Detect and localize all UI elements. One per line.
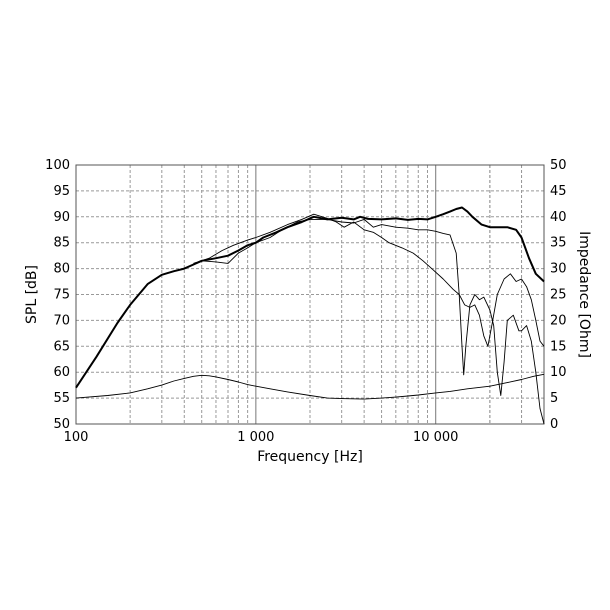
x-axis-title: Frequency [Hz] xyxy=(257,449,363,465)
y-tick-label: 85 xyxy=(53,236,70,251)
y2-tick-label: 10 xyxy=(550,365,567,380)
y2-tick-label: 20 xyxy=(550,313,567,328)
y2-tick-label: 35 xyxy=(550,236,567,251)
y2-tick-label: 40 xyxy=(550,210,567,225)
left-axis-title: SPL [dB] xyxy=(24,265,40,324)
y2-tick-label: 25 xyxy=(550,288,567,303)
y-tick-label: 55 xyxy=(53,391,70,406)
y-tick-label: 80 xyxy=(53,262,70,277)
right-axis-title: Impedance [Ohm] xyxy=(576,231,592,358)
y2-tick-label: 50 xyxy=(550,158,567,173)
y-tick-label: 50 xyxy=(53,417,70,432)
x-tick-label: 100 xyxy=(64,430,89,445)
y2-tick-label: 0 xyxy=(550,417,558,432)
plot-frame xyxy=(75,164,545,425)
y-tick-label: 90 xyxy=(53,210,70,225)
y2-tick-label: 5 xyxy=(550,391,558,406)
y2-tick-label: 45 xyxy=(550,184,567,199)
series-line-1 xyxy=(75,206,545,389)
series-layer xyxy=(75,206,545,425)
y-tick-label: 100 xyxy=(45,158,70,173)
y-tick-label: 95 xyxy=(53,184,70,199)
y2-tick-label: 15 xyxy=(550,339,567,354)
y-tick-label: 70 xyxy=(53,313,70,328)
series-line-3 xyxy=(193,213,545,347)
series-line-4 xyxy=(75,373,545,400)
tick-labels: 50 55 60 65 70 75 80 85 90 95 100 0 5 10 15 20 25 30 35 40 4… xyxy=(45,158,566,445)
y2-tick-label: 30 xyxy=(550,262,567,277)
x-tick-label: 10 000 xyxy=(413,430,459,445)
y-tick-label: 60 xyxy=(53,365,70,380)
y-tick-label: 65 xyxy=(53,339,70,354)
series-line-2 xyxy=(193,218,545,425)
gridlines xyxy=(76,165,544,424)
y-tick-label: 75 xyxy=(53,288,70,303)
x-tick-label: 1 000 xyxy=(237,430,274,445)
